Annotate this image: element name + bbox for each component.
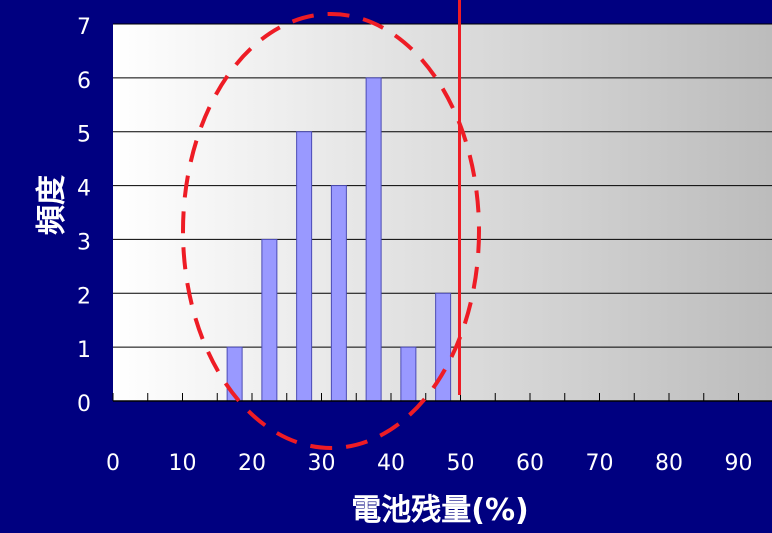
- x-tick-label-60: 60: [516, 451, 544, 476]
- bar-42.5: [400, 346, 417, 402]
- x-tick-label-90: 90: [725, 451, 753, 476]
- y-tick-label-4: 4: [77, 177, 91, 202]
- bar-37.5: [365, 77, 382, 402]
- y-tick-label-5: 5: [77, 123, 91, 148]
- x-tick-label-20: 20: [238, 451, 266, 476]
- bar-22.5: [261, 238, 278, 402]
- x-axis: [112, 393, 772, 402]
- x-tick-label-0: 0: [106, 451, 120, 476]
- x-tick-label-80: 80: [655, 451, 683, 476]
- y-tick-label-1: 1: [77, 338, 91, 363]
- y-axis-label: 頻度: [35, 175, 70, 235]
- highlight-ellipse: [181, 12, 481, 450]
- x-tick-label-50: 50: [447, 451, 475, 476]
- annotations: [181, 0, 481, 450]
- x-axis-label: 電池残量(%): [351, 493, 528, 528]
- x-tick-label-40: 40: [377, 451, 405, 476]
- x-tick-label-70: 70: [586, 451, 614, 476]
- x-tick-labels: 0 10 20 30 40 50 60 70 80 90: [106, 451, 753, 476]
- bar-27.5: [296, 131, 313, 402]
- bar-47.5: [435, 292, 452, 402]
- x-tick-label-30: 30: [308, 451, 336, 476]
- y-tick-label-6: 6: [77, 69, 91, 94]
- y-tick-label-2: 2: [77, 284, 91, 309]
- y-tick-label-7: 7: [77, 15, 91, 40]
- bar-32.5: [330, 185, 347, 402]
- y-tick-labels: 0 1 2 3 4 5 6 7: [77, 15, 91, 417]
- y-tick-label-3: 3: [77, 230, 91, 255]
- y-tick-label-0: 0: [77, 392, 91, 417]
- x-tick-label-10: 10: [169, 451, 197, 476]
